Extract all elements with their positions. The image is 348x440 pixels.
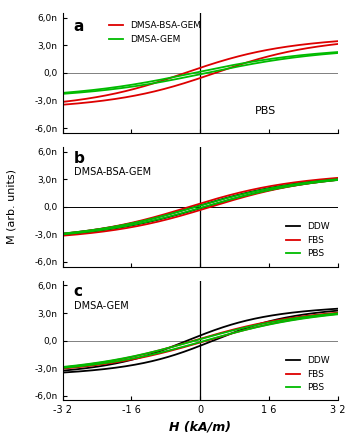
Text: c: c	[74, 285, 82, 300]
Text: a: a	[74, 19, 84, 34]
X-axis label: H (kA/m): H (kA/m)	[169, 421, 231, 434]
Legend: DDW, FBS, PBS: DDW, FBS, PBS	[283, 219, 333, 262]
Legend: DMSA-BSA-GEM, DMSA-GEM: DMSA-BSA-GEM, DMSA-GEM	[106, 18, 205, 48]
Text: b: b	[74, 150, 85, 165]
Text: DMSA-GEM: DMSA-GEM	[74, 301, 128, 311]
Text: PBS: PBS	[255, 106, 276, 116]
Text: DMSA-BSA-GEM: DMSA-BSA-GEM	[74, 167, 151, 177]
Text: M (arb. units): M (arb. units)	[7, 169, 17, 244]
Legend: DDW, FBS, PBS: DDW, FBS, PBS	[283, 352, 333, 396]
